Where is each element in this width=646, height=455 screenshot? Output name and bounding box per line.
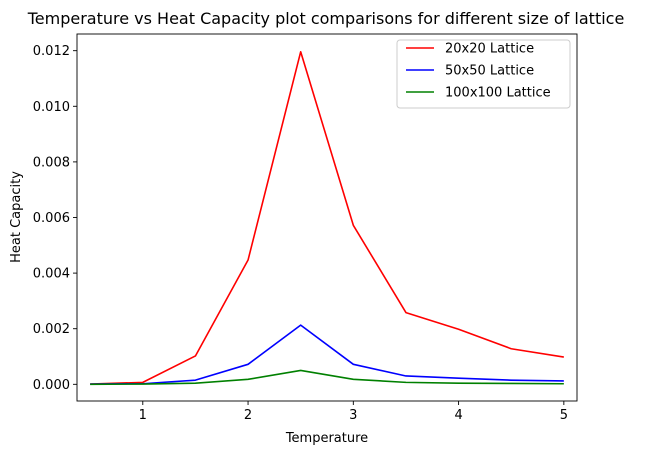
legend-label-1: 50x50 Lattice	[445, 64, 534, 79]
x-tick-label: 3	[349, 408, 357, 423]
y-tick-label: 0.002	[33, 322, 70, 337]
y-tick-label: 0.000	[33, 378, 70, 393]
y-tick-label: 0.010	[33, 100, 70, 115]
legend-box	[396, 39, 571, 109]
series-line-2	[90, 369, 564, 386]
x-tick-label: 2	[244, 408, 252, 423]
y-tick-label: 0.012	[33, 44, 70, 59]
series-line-1	[90, 324, 564, 385]
y-tick-label: 0.004	[33, 267, 70, 282]
legend: 20x20 Lattice 50x50 Lattice 100x100 Lattic…	[396, 39, 571, 109]
x-axis-label: Temperature	[285, 431, 368, 446]
y-tick-label: 0.008	[33, 155, 70, 170]
y-axis-label: Heat Capacity	[9, 171, 24, 263]
x-tick-label: 1	[139, 408, 147, 423]
plot-lines	[90, 50, 564, 386]
axes: 1 2 3 4 5 0.000 0.002 0.004 0.006 0.008 0.010 0.012	[33, 33, 578, 423]
legend-label-0: 20x20 Lattice	[445, 42, 534, 57]
x-tick-label: 4	[454, 408, 462, 423]
y-tick-label: 0.006	[33, 211, 70, 226]
legend-label-2: 100x100 Lattice	[445, 86, 551, 101]
x-tick-label: 5	[560, 408, 568, 423]
chart-title: Temperature vs Heat Capacity plot compar…	[27, 9, 625, 28]
series-line-0	[90, 50, 564, 385]
